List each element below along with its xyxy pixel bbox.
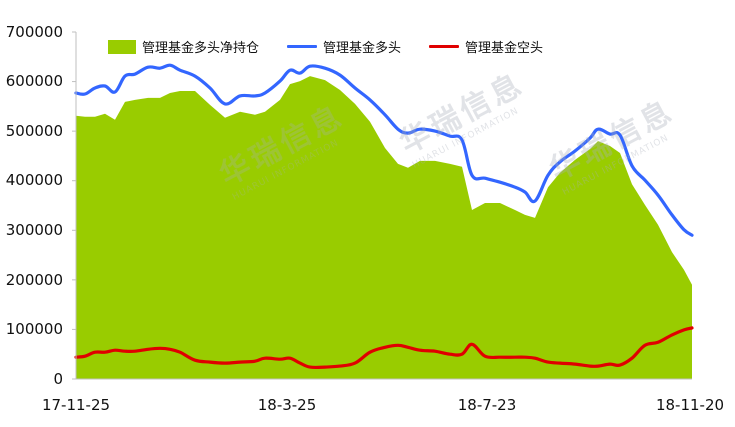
y-tick-label: 600000 xyxy=(5,72,63,90)
y-tick-label: 300000 xyxy=(5,221,63,239)
y-tick-label: 700000 xyxy=(5,23,63,41)
x-tick-label: 18-3-25 xyxy=(257,396,317,414)
x-tick-label: 18-11-20 xyxy=(655,396,725,414)
legend-label: 管理基金多头净持仓 xyxy=(142,41,260,56)
long-line xyxy=(74,63,694,237)
legend-label: 管理基金空头 xyxy=(465,41,544,56)
y-tick-label: 200000 xyxy=(5,271,63,289)
legend-label: 管理基金多头 xyxy=(323,41,402,56)
x-tick-label: 18-7-23 xyxy=(457,396,517,414)
line-swatch-icon xyxy=(429,45,460,48)
x-tick-label: 17-11-25 xyxy=(41,396,111,414)
line-swatch-icon xyxy=(287,45,318,48)
legend: 管理基金多头净持仓 管理基金多头 管理基金空头 xyxy=(108,37,571,56)
short-line xyxy=(74,326,694,370)
legend-item-short: 管理基金空头 xyxy=(429,37,543,56)
area-swatch-icon xyxy=(108,39,136,54)
legend-item-net-long: 管理基金多头净持仓 xyxy=(108,37,259,56)
net-long-area xyxy=(76,76,692,379)
y-tick-label: 0 xyxy=(53,370,63,388)
y-tick-label: 400000 xyxy=(5,171,63,189)
y-tick-label: 100000 xyxy=(5,320,63,338)
legend-item-long: 管理基金多头 xyxy=(287,37,401,56)
y-tick-marks xyxy=(72,31,76,380)
y-tick-label: 500000 xyxy=(5,122,63,140)
